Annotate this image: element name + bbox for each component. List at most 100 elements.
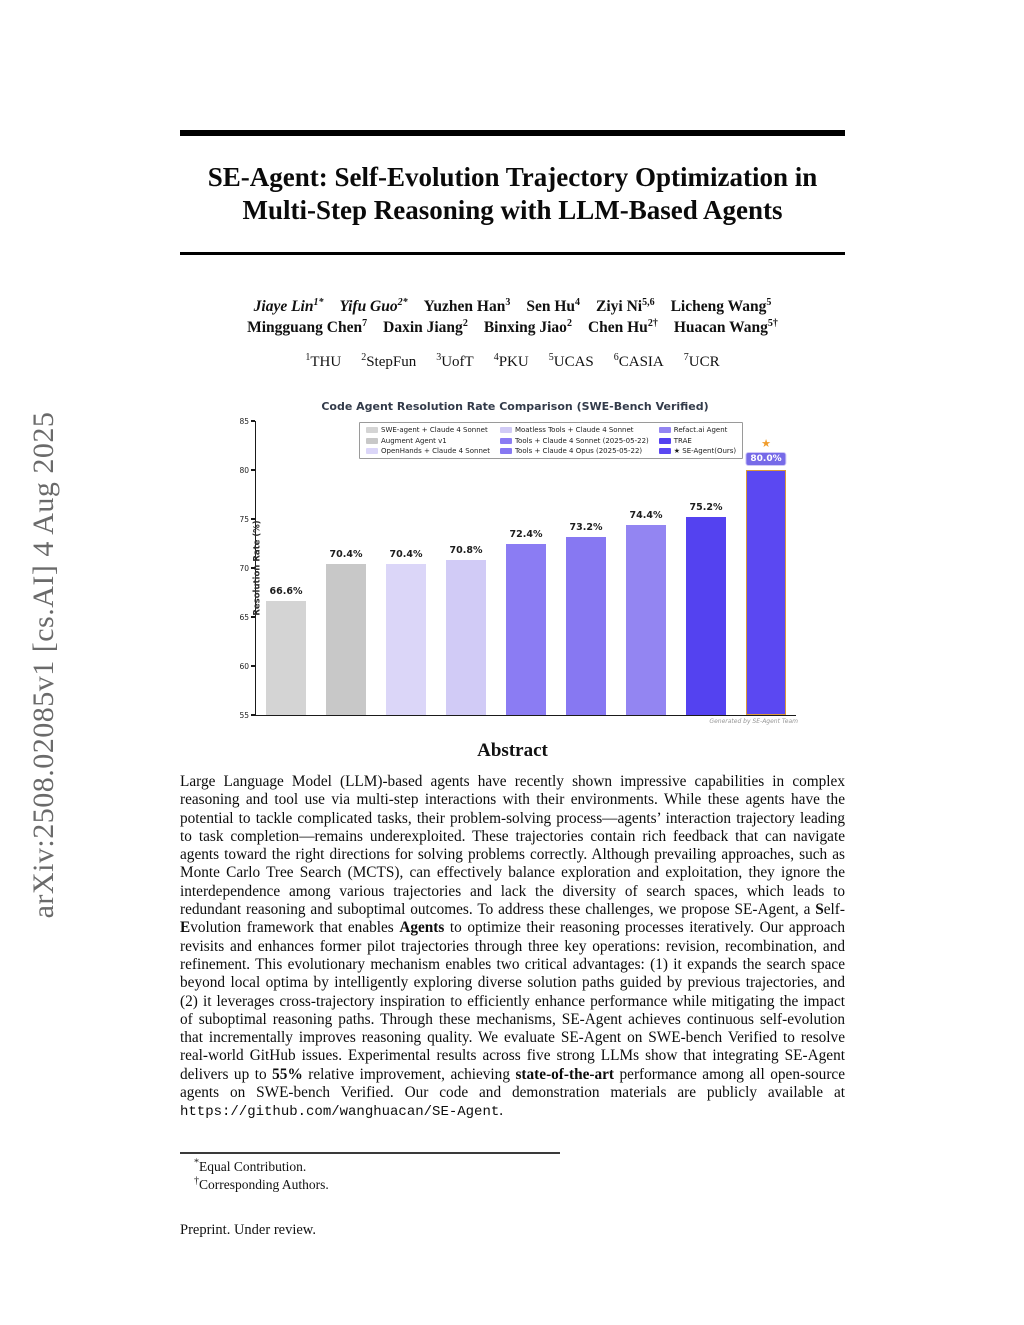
chart-title: Code Agent Resolution Rate Comparison (S… <box>321 400 709 413</box>
affiliation-marker: 1 <box>305 352 311 363</box>
affiliation-marker: 6 <box>613 352 619 363</box>
paper-title-line1: SE-Agent: Self-Evolution Trajectory Opti… <box>207 162 818 192</box>
author-name: Jiaye Lin1* <box>254 296 324 317</box>
author-name-text: Daxin Jiang <box>383 319 463 336</box>
github-url[interactable]: https://github.com/wanghuacan/SE-Agent <box>180 1104 500 1121</box>
y-tick-mark <box>251 616 255 618</box>
abstract-segment: . <box>499 1102 504 1120</box>
preprint-notice: Preprint. Under review. <box>180 1222 316 1238</box>
legend-item: ★ SE-Agent(Ours) <box>658 447 737 455</box>
abstract-text: Large Language Model (LLM)-based agents … <box>180 773 845 1122</box>
author-name-text: Yuzhen Han <box>423 298 506 315</box>
author-name-text: Mingguang Chen <box>247 319 363 336</box>
abstract-segment: E <box>180 919 191 937</box>
abstract-segment: to optimize their reasoning processes it… <box>180 919 845 1083</box>
y-tick-mark <box>251 518 255 520</box>
affiliation-name: UCAS <box>553 354 594 370</box>
abstract-segment: Large Language Model (LLM)-based agents … <box>180 773 845 919</box>
author-affiliation-marker: 5 <box>766 296 772 308</box>
abstract-heading: Abstract <box>477 740 548 761</box>
legend-item: OpenHands + Claude 4 Sonnet <box>366 447 490 455</box>
footnote-marker: * <box>194 1157 199 1169</box>
legend-swatch <box>366 437 378 444</box>
chart-watermark: Generated by SE-Agent Team <box>709 718 798 725</box>
y-tick-mark <box>251 420 255 422</box>
author-name-text: Ziyi Ni <box>596 298 643 315</box>
legend-column: Moatless Tools + Claude 4 Sonnet Tools + … <box>499 426 649 455</box>
legend-label: ★ SE-Agent(Ours) <box>673 447 737 455</box>
affiliation-marker: 7 <box>683 352 689 363</box>
y-tick-label: 70 <box>239 563 249 573</box>
bar-value-label: 66.6% <box>269 586 303 598</box>
affiliation: 7UCR <box>683 352 720 371</box>
chart-bar <box>746 470 786 715</box>
abstract-segment: performance among all open-source agents… <box>180 1065 845 1102</box>
y-tick-mark <box>251 469 255 471</box>
legend-item: SWE-agent + Claude 4 Sonnet <box>366 426 490 434</box>
y-tick-label: 65 <box>239 612 249 622</box>
legend-label: Refact.ai Agent <box>673 426 728 434</box>
affiliation: 5UCAS <box>548 352 594 371</box>
legend-label: SWE-agent + Claude 4 Sonnet <box>381 426 488 434</box>
abstract-segment: volution framework that enables <box>190 919 400 937</box>
affiliation-name: UCR <box>688 354 720 370</box>
abstract-segment: relative improvement, achieving <box>302 1065 516 1083</box>
legend-item: Refact.ai Agent <box>658 426 736 434</box>
author-row: Jiaye Lin1* Yifu Guo2* Yuzhen Han3 Sen Hu4 Z… <box>180 296 845 317</box>
abstract-segment: Agents <box>399 919 445 937</box>
legend-item: Moatless Tools + Claude 4 Sonnet <box>499 426 649 434</box>
author-name: Yuzhen Han3 <box>424 296 511 317</box>
footnote: *Equal Contribution. <box>194 1158 834 1176</box>
bar-value-label: 70.4% <box>329 549 363 561</box>
legend-item: Augment Agent v1 <box>366 437 490 445</box>
author-name: Ziyi Ni5,6 <box>596 296 655 317</box>
arxiv-watermark: arXiv:2508.02085v1 [cs.AI] 4 Aug 2025 <box>27 411 60 919</box>
author-name-text: Yifu Guo <box>339 298 398 315</box>
affiliation-block: 1THU 2StepFun 3UofT 4PKU 5UCAS 6CASIA 7UCR <box>180 352 845 371</box>
affiliation-marker: 5 <box>548 352 554 363</box>
author-name-text: Binxing Jiao <box>483 319 567 336</box>
author-affiliation-marker: 7 <box>362 317 368 329</box>
author-name: Licheng Wang5 <box>671 296 772 317</box>
legend-item: TRAE <box>658 437 736 445</box>
affiliation-name: StepFun <box>366 354 417 370</box>
legend-column: Refact.ai Agent TRAE ★ SE-Agent(Ours) <box>658 426 737 455</box>
chart-bar <box>446 560 486 715</box>
chart-bar <box>506 544 546 715</box>
author-affiliation-marker: 3 <box>505 296 511 308</box>
author-name: Mingguang Chen7 <box>247 317 367 338</box>
y-tick-label: 55 <box>239 710 249 720</box>
author-row: Mingguang Chen7 Daxin Jiang2 Binxing Jiao2… <box>180 317 845 338</box>
author-affiliation-marker: 5,6 <box>642 296 655 308</box>
author-name: Daxin Jiang2 <box>383 317 468 338</box>
legend-label: Tools + Claude 4 Sonnet (2025-05-22) <box>514 436 649 445</box>
legend-swatch <box>499 448 512 454</box>
highlight-value-badge: 80.0% <box>745 452 787 466</box>
footnote-rule <box>180 1152 560 1154</box>
author-name-text: Huacan Wang <box>673 319 768 336</box>
bar-value-label: 73.2% <box>569 521 603 533</box>
y-tick-mark <box>251 714 255 716</box>
author-affiliation-marker: 1* <box>313 296 324 308</box>
legend-swatch <box>366 448 378 454</box>
affiliation-name: CASIA <box>618 354 664 370</box>
y-tick-label: 80 <box>239 465 249 475</box>
legend-label: Tools + Claude 4 Opus (2025-05-22) <box>514 447 643 455</box>
author-affiliation-marker: 2 <box>566 317 572 329</box>
author-name-text: Jiaye Lin <box>253 298 314 315</box>
star-icon: ★ <box>761 437 771 450</box>
footnote-text: Corresponding Authors. <box>199 1177 329 1192</box>
legend-swatch <box>499 427 512 433</box>
bar-value-label: 72.4% <box>509 529 543 541</box>
author-affiliation-marker: 2 <box>462 317 468 329</box>
legend-label: OpenHands + Claude 4 Sonnet <box>381 447 490 455</box>
legend-swatch <box>658 437 671 444</box>
results-chart: Code Agent Resolution Rate Comparison (S… <box>230 398 800 728</box>
bar-value-label: 74.4% <box>629 509 663 521</box>
footnote-text: Equal Contribution. <box>199 1159 307 1174</box>
author-name-text: Sen Hu <box>526 298 576 315</box>
affiliation-name: UofT <box>441 354 474 370</box>
affiliation: 2StepFun <box>361 353 417 371</box>
y-tick-label: 75 <box>239 514 249 524</box>
bar-value-label: 70.8% <box>449 545 483 557</box>
